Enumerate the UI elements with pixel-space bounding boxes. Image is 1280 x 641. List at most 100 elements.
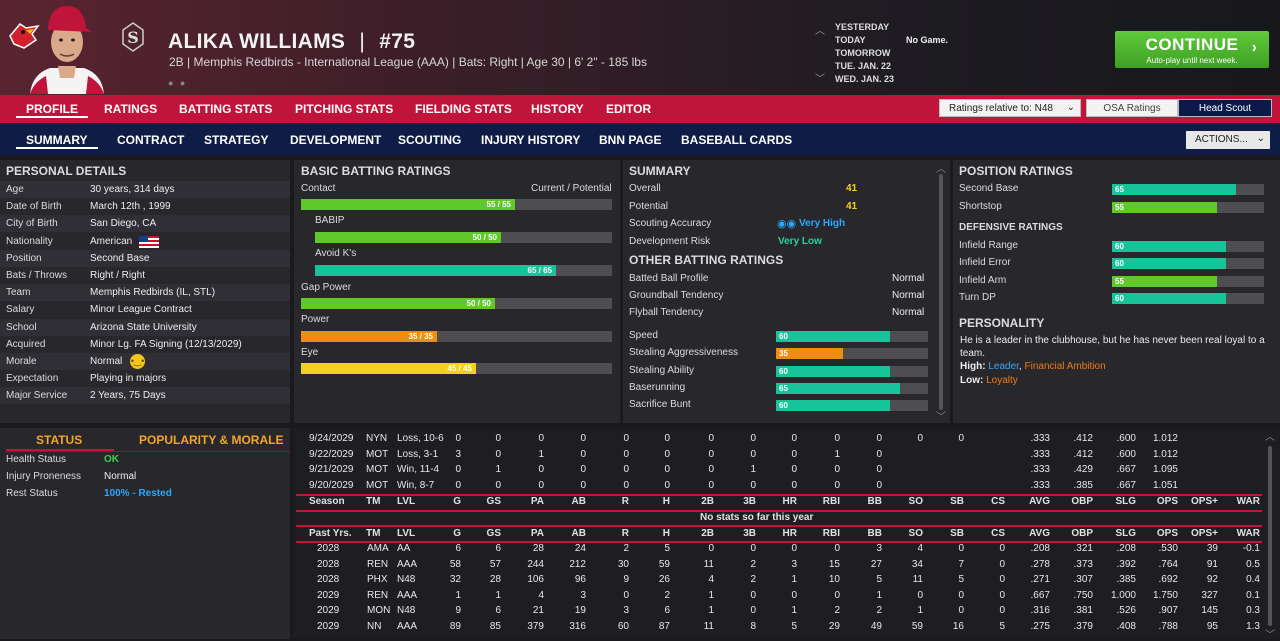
scroll-up-icon[interactable]: ︿ (936, 164, 946, 175)
past-stats-cell: 0 (999, 574, 1005, 586)
stats-scroll-up-icon[interactable]: ︿ (1265, 432, 1275, 443)
name-separator: | (359, 30, 366, 53)
past-stats-cell: N48 (397, 574, 416, 586)
continue-button[interactable]: CONTINUE › Auto-play until next week. (1115, 31, 1269, 68)
past-stats-cell: 2 (834, 605, 840, 617)
past-stats-cell: 1.3 (1246, 621, 1260, 632)
subtab-bnn-page[interactable]: BNN PAGE (599, 133, 662, 147)
osa-ratings-button[interactable]: OSA Ratings (1086, 99, 1178, 117)
tab-status[interactable]: STATUS (36, 433, 83, 447)
past-stats-cell: 0 (791, 543, 797, 554)
other-batting-value: Normal (892, 290, 925, 301)
summary-scrollbar[interactable] (939, 174, 943, 410)
past-stats-cell: .373 (1073, 558, 1093, 570)
game-log-stat: 0 (834, 433, 840, 444)
past-stats-cell: 32 (449, 574, 461, 586)
stats-scrollbar[interactable] (1268, 446, 1272, 626)
summary-label: Scouting Accuracy (629, 218, 712, 229)
status-label: Injury Proneness (6, 471, 82, 482)
game-log-stat: 0 (623, 464, 629, 475)
running-rating-track: 60 (776, 365, 928, 377)
game-log-stat: 0 (538, 464, 544, 475)
game-log-stat: 0 (538, 433, 544, 444)
past-column-header: SO (908, 528, 923, 539)
past-stats-cell: 0 (999, 605, 1005, 617)
tab-batting-stats[interactable]: BATTING STATS (179, 102, 273, 116)
head-scout-button[interactable]: Head Scout (1178, 99, 1272, 117)
running-rating-fill (776, 365, 890, 377)
detail-value: American (90, 235, 133, 247)
tab-editor[interactable]: EDITOR (606, 102, 652, 116)
past-stats-cell: 95 (1206, 621, 1218, 632)
subtab-baseball-cards[interactable]: BASEBALL CARDS (681, 133, 793, 147)
past-column-header: OPS (1156, 528, 1178, 539)
past-stats-cell: 0 (958, 543, 964, 554)
detail-label: Team (6, 287, 31, 299)
batting-rating-bar-fill (301, 363, 476, 374)
schedule-day[interactable]: TOMORROW (835, 48, 891, 58)
summary-value: Very Low (778, 235, 822, 247)
position-rating-fill (1112, 258, 1226, 270)
subtab-scouting[interactable]: SCOUTING (398, 133, 462, 147)
game-log-stat: 0 (708, 433, 714, 444)
past-stats-cell: 3 (791, 558, 797, 570)
schedule-day[interactable]: WED. JAN. 23 (835, 74, 895, 84)
subtab-strategy[interactable]: STRATEGY (204, 133, 269, 147)
past-stats-cell: 0 (958, 589, 964, 601)
game-log-stat: 0 (958, 433, 964, 444)
schedule-day[interactable]: TUE. JAN. 22 (835, 61, 892, 71)
schedule-up-arrow-icon[interactable]: ︿ (815, 26, 825, 37)
tab-ratings[interactable]: RATINGS (104, 102, 158, 116)
schedule-day[interactable]: YESTERDAY (835, 22, 890, 32)
past-stats-cell: -0.1 (1242, 543, 1260, 554)
past-stats-cell: .788 (1158, 621, 1178, 632)
summary-title: SUMMARY (629, 164, 691, 178)
game-log-stat: 0 (580, 480, 586, 491)
game-log-stat: 1.051 (1152, 480, 1178, 491)
subtab-contract[interactable]: CONTRACT (117, 133, 185, 147)
game-log-stat: .333 (1030, 433, 1050, 444)
position-rating-value: 60 (1115, 293, 1124, 303)
actions-button[interactable]: ACTIONS... ⌄ (1186, 131, 1270, 149)
game-log-cell: Win, 8-7 (397, 480, 435, 491)
game-log-stat: .600 (1116, 433, 1136, 444)
game-log-stat: 0 (750, 480, 756, 491)
past-stats-cell: 2 (876, 605, 882, 617)
ratings-relative-select[interactable]: Ratings relative to: N48 ⌄ (939, 99, 1081, 117)
detail-label: Position (6, 252, 42, 264)
subtab-summary[interactable]: SUMMARY (16, 133, 98, 149)
player-name-text: ALIKA WILLIAMS (168, 30, 346, 53)
game-log-stat: 0 (834, 480, 840, 491)
scroll-down-icon[interactable]: ﹀ (936, 412, 946, 423)
tab-profile[interactable]: PROFILE (16, 102, 89, 118)
chevron-right-icon: › (1251, 39, 1257, 56)
tab-fielding-stats[interactable]: FIELDING STATS (415, 102, 512, 116)
past-stats-cell: 5 (664, 543, 670, 554)
tab-history[interactable]: HISTORY (531, 102, 584, 116)
position-rating-fill (1112, 201, 1217, 213)
tab-pitching-stats[interactable]: PITCHING STATS (295, 102, 394, 116)
other-batting-label: Flyball Tendency (629, 307, 704, 318)
running-rating-track: 65 (776, 382, 928, 394)
running-rating-label: Baserunning (629, 381, 686, 393)
past-stats-cell: 39 (1206, 543, 1218, 554)
past-column-header: AVG (1029, 528, 1050, 539)
past-stats-cell: 29 (828, 621, 840, 632)
past-column-header: PA (530, 528, 544, 539)
other-batting-label: Batted Ball Profile (629, 273, 709, 284)
batting-rating-label: Avoid K's (315, 248, 357, 259)
season-column-header: OPS (1156, 496, 1178, 507)
schedule-day[interactable]: TODAY (835, 35, 866, 45)
tab-popularity-morale[interactable]: POPULARITY & MORALE (139, 433, 284, 447)
past-stats-cell: .316 (1030, 605, 1050, 617)
trait-loyalty: Loyalty (986, 375, 1018, 386)
stats-scroll-down-icon[interactable]: ﹀ (1265, 630, 1275, 641)
past-stats-cell: .526 (1116, 605, 1136, 617)
game-log-stat: 0 (750, 449, 756, 460)
subtab-development[interactable]: DEVELOPMENT (290, 133, 382, 147)
past-column-header: GS (486, 528, 501, 539)
past-stats-cell: 316 (569, 621, 586, 632)
subtab-injury-history[interactable]: INJURY HISTORY (481, 133, 581, 147)
schedule-down-arrow-icon[interactable]: ﹀ (815, 74, 825, 85)
past-stats-cell: 0.1 (1246, 589, 1260, 601)
